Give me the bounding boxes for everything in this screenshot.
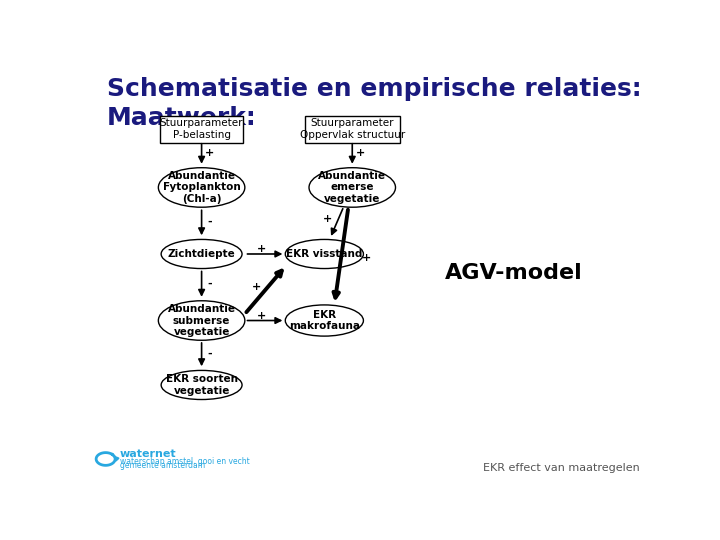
Text: -: - bbox=[207, 279, 212, 288]
Ellipse shape bbox=[161, 239, 242, 268]
Text: +: + bbox=[252, 282, 261, 292]
Text: Zichtdiepte: Zichtdiepte bbox=[168, 249, 235, 259]
FancyBboxPatch shape bbox=[305, 116, 400, 143]
Text: -: - bbox=[207, 349, 212, 359]
Text: waternet: waternet bbox=[120, 449, 176, 460]
Text: gemeente amsterdam: gemeente amsterdam bbox=[120, 461, 204, 470]
Text: Abundantie
emerse
vegetatie: Abundantie emerse vegetatie bbox=[318, 171, 386, 204]
Text: Stuurparameter
Oppervlak structuur: Stuurparameter Oppervlak structuur bbox=[300, 118, 405, 140]
Text: AGV-model: AGV-model bbox=[445, 262, 583, 283]
Ellipse shape bbox=[161, 370, 242, 400]
Text: +: + bbox=[257, 310, 266, 321]
FancyBboxPatch shape bbox=[160, 116, 243, 143]
Text: Abundantie
submerse
vegetatie: Abundantie submerse vegetatie bbox=[168, 304, 235, 337]
Ellipse shape bbox=[158, 301, 245, 340]
Text: +: + bbox=[257, 244, 266, 254]
Text: EKR soorten
vegetatie: EKR soorten vegetatie bbox=[166, 374, 238, 396]
Text: Abundantie
Fytoplankton
(Chl-a): Abundantie Fytoplankton (Chl-a) bbox=[163, 171, 240, 204]
Ellipse shape bbox=[309, 168, 395, 207]
Text: EKR
makrofauna: EKR makrofauna bbox=[289, 310, 360, 332]
Ellipse shape bbox=[285, 305, 364, 336]
Text: Schematisatie en empirische relaties:
Maatwerk:: Schematisatie en empirische relaties: Ma… bbox=[107, 77, 642, 130]
Text: waterschap amstel, gooi en vecht: waterschap amstel, gooi en vecht bbox=[120, 456, 249, 465]
Text: +: + bbox=[323, 214, 332, 225]
Text: +: + bbox=[356, 148, 365, 158]
Text: EKR effect van maatregelen: EKR effect van maatregelen bbox=[483, 463, 639, 473]
Ellipse shape bbox=[158, 168, 245, 207]
Text: +: + bbox=[205, 148, 215, 158]
Text: -: - bbox=[207, 217, 212, 227]
Ellipse shape bbox=[285, 239, 364, 268]
Text: Stuurparameter
P-belasting: Stuurparameter P-belasting bbox=[160, 118, 243, 140]
Text: +: + bbox=[361, 253, 371, 263]
Text: EKR visstand: EKR visstand bbox=[286, 249, 363, 259]
